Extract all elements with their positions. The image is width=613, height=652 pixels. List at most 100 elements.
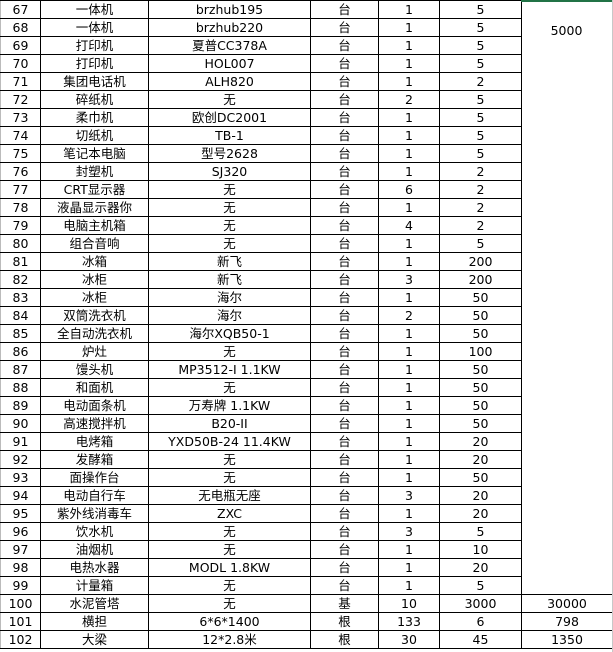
cell-name[interactable]: 馒头机 bbox=[40, 360, 149, 379]
cell-name[interactable]: 饮水机 bbox=[40, 522, 149, 541]
cell-unit[interactable]: 台 bbox=[310, 522, 379, 541]
cell-unit[interactable]: 根 bbox=[310, 612, 379, 631]
cell-name[interactable]: 横担 bbox=[40, 612, 149, 631]
cell-unit[interactable]: 台 bbox=[310, 450, 379, 469]
cell-price[interactable]: 200 bbox=[439, 252, 522, 271]
cell-total[interactable] bbox=[521, 522, 613, 541]
cell-name[interactable]: 计量箱 bbox=[40, 576, 149, 595]
cell-model[interactable]: 12*2.8米 bbox=[148, 630, 311, 649]
cell-model[interactable]: SJ320 bbox=[148, 162, 311, 181]
cell-name[interactable]: 高速搅拌机 bbox=[40, 414, 149, 433]
cell-unit[interactable]: 根 bbox=[310, 630, 379, 649]
cell-total[interactable] bbox=[521, 54, 613, 73]
cell-total[interactable] bbox=[521, 432, 613, 451]
cell-price[interactable]: 50 bbox=[439, 414, 522, 433]
cell-qty[interactable]: 1 bbox=[378, 360, 440, 379]
cell-name[interactable]: 炉灶 bbox=[40, 342, 149, 361]
cell-model[interactable]: 万寿牌 1.1KW bbox=[148, 396, 311, 415]
cell-no[interactable]: 86 bbox=[0, 342, 41, 361]
cell-qty[interactable]: 1 bbox=[378, 126, 440, 145]
cell-model[interactable]: brzhub195 bbox=[148, 0, 311, 19]
cell-model[interactable]: 无 bbox=[148, 342, 311, 361]
cell-name[interactable]: 切纸机 bbox=[40, 126, 149, 145]
cell-name[interactable]: 电脑主机箱 bbox=[40, 216, 149, 235]
cell-unit[interactable]: 台 bbox=[310, 432, 379, 451]
cell-qty[interactable]: 1 bbox=[378, 540, 440, 559]
cell-no[interactable]: 84 bbox=[0, 306, 41, 325]
cell-name[interactable]: 面操作台 bbox=[40, 468, 149, 487]
cell-qty[interactable]: 1 bbox=[378, 324, 440, 343]
cell-model[interactable]: 无 bbox=[148, 576, 311, 595]
cell-price[interactable]: 2 bbox=[439, 180, 522, 199]
cell-price[interactable]: 50 bbox=[439, 360, 522, 379]
cell-no[interactable]: 79 bbox=[0, 216, 41, 235]
cell-qty[interactable]: 1 bbox=[378, 36, 440, 55]
cell-total[interactable] bbox=[521, 468, 613, 487]
cell-name[interactable]: 电动面条机 bbox=[40, 396, 149, 415]
cell-qty[interactable]: 1 bbox=[378, 252, 440, 271]
cell-no[interactable]: 85 bbox=[0, 324, 41, 343]
cell-qty[interactable]: 1 bbox=[378, 72, 440, 91]
cell-total[interactable] bbox=[521, 486, 613, 505]
cell-total[interactable] bbox=[521, 558, 613, 577]
cell-price[interactable]: 20 bbox=[439, 486, 522, 505]
cell-name[interactable]: 笔记本电脑 bbox=[40, 144, 149, 163]
cell-qty[interactable]: 1 bbox=[378, 342, 440, 361]
cell-no[interactable]: 102 bbox=[0, 630, 41, 649]
cell-name[interactable]: 碎纸机 bbox=[40, 90, 149, 109]
cell-qty[interactable]: 10 bbox=[378, 594, 440, 613]
cell-price[interactable]: 20 bbox=[439, 450, 522, 469]
cell-total[interactable] bbox=[521, 252, 613, 271]
cell-unit[interactable]: 台 bbox=[310, 576, 379, 595]
cell-price[interactable]: 5 bbox=[439, 126, 522, 145]
cell-no[interactable]: 94 bbox=[0, 486, 41, 505]
cell-price[interactable]: 5 bbox=[439, 0, 522, 19]
cell-model[interactable]: 海尔 bbox=[148, 288, 311, 307]
cell-qty[interactable]: 1 bbox=[378, 396, 440, 415]
cell-name[interactable]: 集团电话机 bbox=[40, 72, 149, 91]
cell-model[interactable]: 无 bbox=[148, 594, 311, 613]
cell-qty[interactable]: 1 bbox=[378, 504, 440, 523]
cell-qty[interactable]: 1 bbox=[378, 432, 440, 451]
cell-no[interactable]: 78 bbox=[0, 198, 41, 217]
cell-model[interactable]: ZXC bbox=[148, 504, 311, 523]
cell-total[interactable] bbox=[521, 180, 613, 199]
cell-model[interactable]: 无 bbox=[148, 522, 311, 541]
cell-no[interactable]: 99 bbox=[0, 576, 41, 595]
cell-qty[interactable]: 1 bbox=[378, 450, 440, 469]
cell-model[interactable]: 无 bbox=[148, 180, 311, 199]
cell-total[interactable] bbox=[521, 90, 613, 109]
cell-total[interactable]: 30000 bbox=[521, 594, 613, 613]
cell-total[interactable]: 798 bbox=[521, 612, 613, 631]
cell-no[interactable]: 88 bbox=[0, 378, 41, 397]
cell-price[interactable]: 2 bbox=[439, 216, 522, 235]
cell-model[interactable]: 无 bbox=[148, 378, 311, 397]
cell-price[interactable]: 2 bbox=[439, 198, 522, 217]
cell-price[interactable]: 2 bbox=[439, 72, 522, 91]
cell-no[interactable]: 96 bbox=[0, 522, 41, 541]
cell-total[interactable] bbox=[521, 198, 613, 217]
cell-model[interactable]: 无 bbox=[148, 198, 311, 217]
cell-qty[interactable]: 1 bbox=[378, 468, 440, 487]
cell-model[interactable]: ALH820 bbox=[148, 72, 311, 91]
cell-model[interactable]: 无 bbox=[148, 216, 311, 235]
cell-total[interactable]: 1350 bbox=[521, 630, 613, 649]
cell-qty[interactable]: 1 bbox=[378, 288, 440, 307]
cell-qty[interactable]: 2 bbox=[378, 90, 440, 109]
cell-unit[interactable]: 台 bbox=[310, 180, 379, 199]
cell-total[interactable] bbox=[521, 234, 613, 253]
cell-name[interactable]: 打印机 bbox=[40, 54, 149, 73]
cell-model[interactable]: HOL007 bbox=[148, 54, 311, 73]
cell-model[interactable]: 无 bbox=[148, 468, 311, 487]
cell-price[interactable]: 5 bbox=[439, 18, 522, 37]
cell-name[interactable]: 紫外线消毒车 bbox=[40, 504, 149, 523]
cell-total[interactable] bbox=[521, 144, 613, 163]
cell-model[interactable]: 6*6*1400 bbox=[148, 612, 311, 631]
cell-name[interactable]: CRT显示器 bbox=[40, 180, 149, 199]
cell-name[interactable]: 冰柜 bbox=[40, 270, 149, 289]
cell-qty[interactable]: 1 bbox=[378, 54, 440, 73]
cell-model[interactable]: brzhub220 bbox=[148, 18, 311, 37]
cell-no[interactable]: 89 bbox=[0, 396, 41, 415]
cell-model[interactable]: 海尔 bbox=[148, 306, 311, 325]
cell-unit[interactable]: 台 bbox=[310, 126, 379, 145]
